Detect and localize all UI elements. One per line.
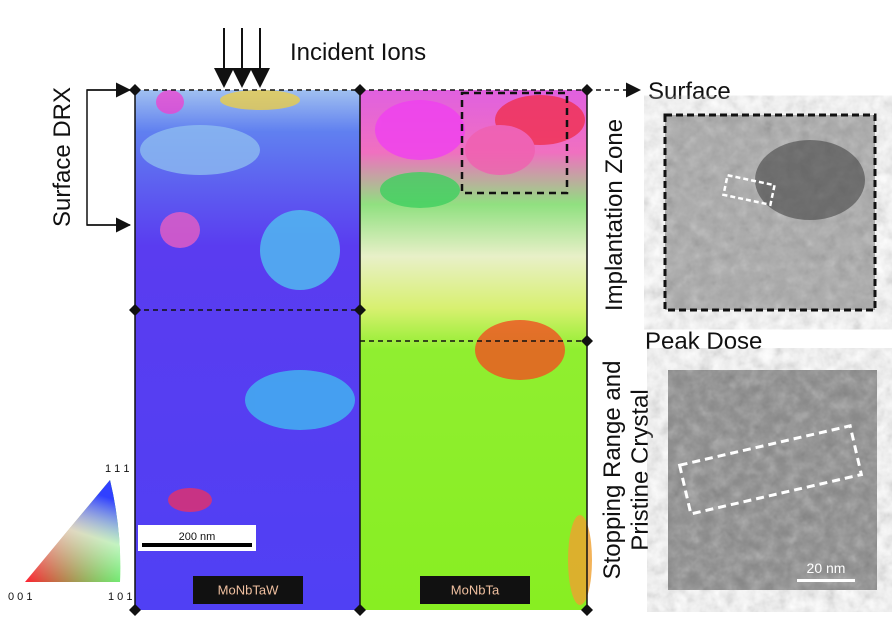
- tem-feature: [755, 140, 865, 220]
- map-texture: [375, 95, 592, 605]
- corner-diamonds: [129, 84, 593, 616]
- ebsd-map-monbtaw: [135, 90, 360, 610]
- frames: [86, 82, 641, 610]
- peak-dose-label: Peak Dose: [645, 328, 762, 355]
- surface-drx-label: Surface DRX: [49, 87, 76, 227]
- tem-texture: [668, 370, 877, 590]
- ion-arrows: [214, 28, 270, 88]
- legend-label: 1 0 1: [108, 591, 132, 603]
- tem-scale-label: 20 nm: [807, 560, 846, 576]
- tem-frame: [663, 113, 877, 312]
- scale-bar: [142, 543, 252, 547]
- legend-label: 0 0 1: [8, 591, 32, 603]
- tem-texture: [665, 115, 875, 310]
- label-box: [420, 576, 530, 604]
- stopping-label: Pristine Crystal: [627, 389, 654, 550]
- legend-label: 1 1 1: [105, 463, 129, 475]
- title: Incident Ions: [290, 39, 426, 66]
- scale-bar-label: 200 nm: [179, 531, 216, 543]
- stopping-label: Stopping Range and: [599, 361, 626, 580]
- map-texture: [140, 90, 355, 512]
- map-label: MoNbTa: [451, 582, 500, 597]
- tem-box: [677, 424, 864, 516]
- label-box: [193, 576, 303, 604]
- ipf-legend-overlay: [25, 480, 121, 582]
- tem-box: [721, 173, 777, 207]
- map-label: MoNbTaW: [218, 582, 279, 597]
- implantation-label: Implantation Zone: [601, 119, 628, 311]
- surface-label: Surface: [648, 78, 731, 105]
- tem-scale-bar: [797, 579, 855, 582]
